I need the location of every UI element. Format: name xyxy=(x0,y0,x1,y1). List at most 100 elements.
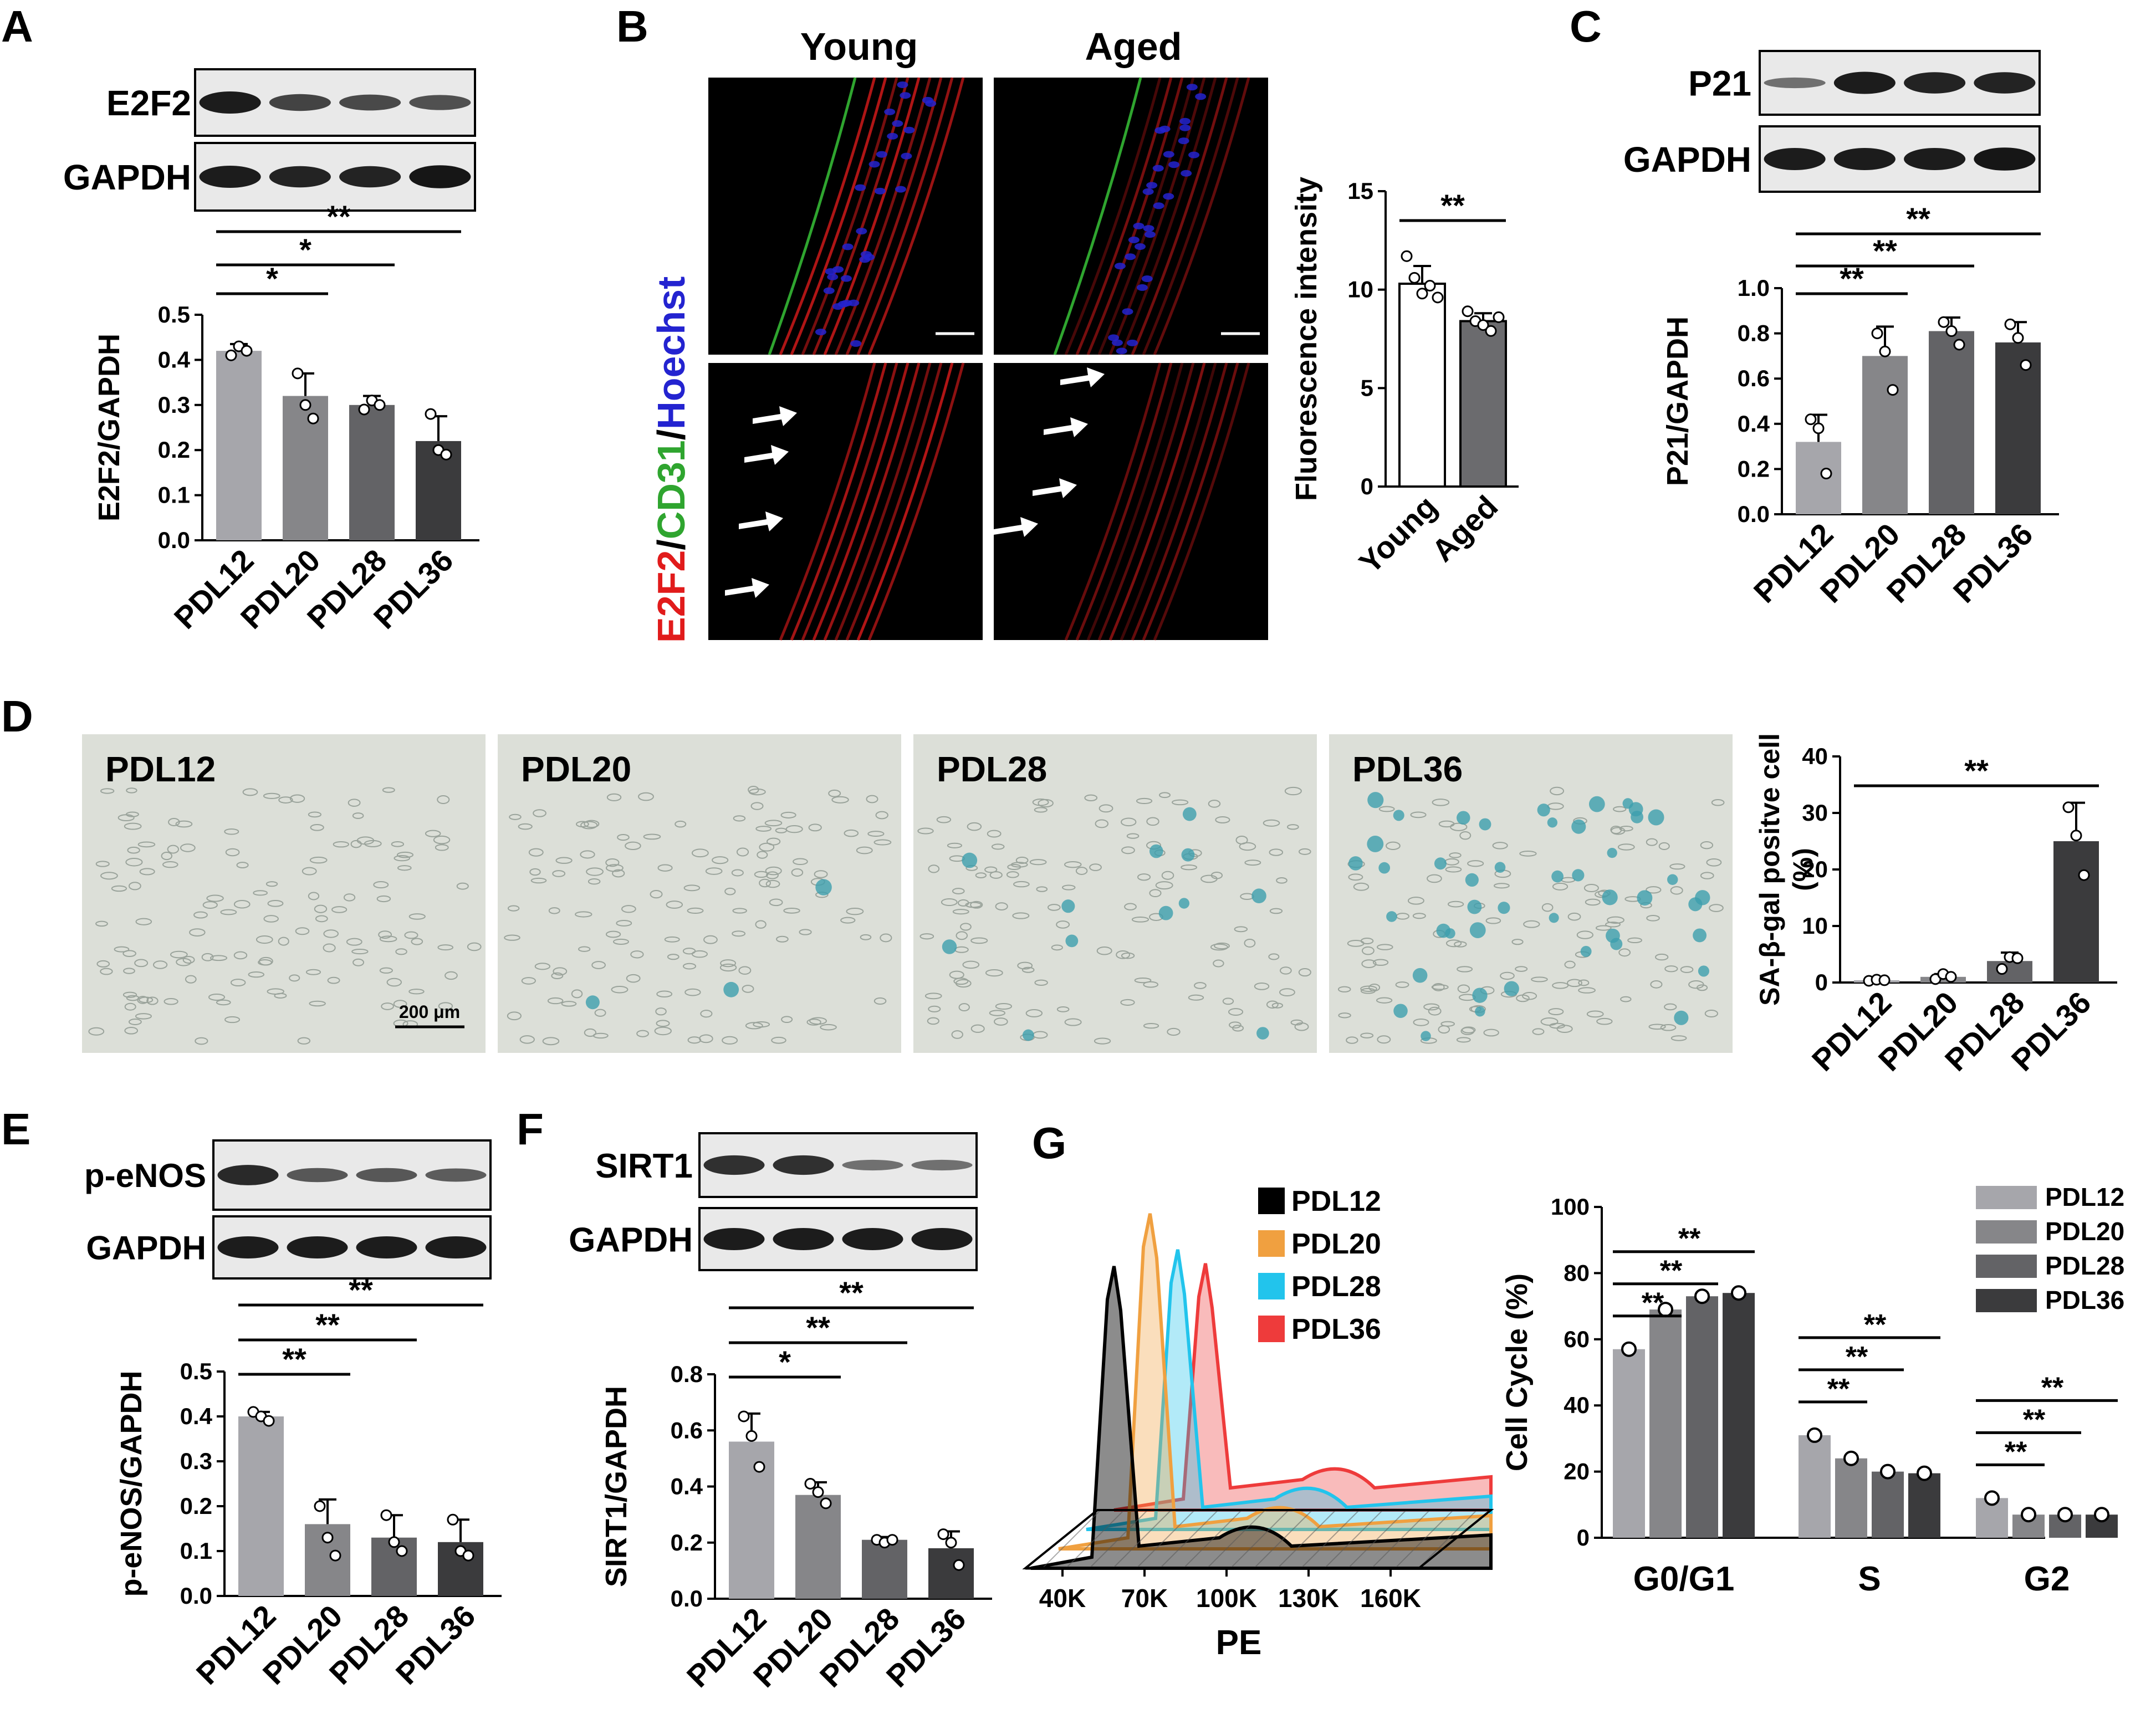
cell xyxy=(348,799,361,807)
cell xyxy=(989,871,1003,879)
cell xyxy=(1646,838,1658,846)
y-tick-label: 10 xyxy=(1347,277,1373,303)
if-nucleus xyxy=(1153,202,1164,209)
data-point xyxy=(2062,801,2075,813)
cell xyxy=(1146,817,1159,826)
cell xyxy=(1556,1025,1573,1033)
cell xyxy=(1583,884,1599,892)
cell xyxy=(684,988,701,996)
cell xyxy=(1121,846,1135,854)
data-point xyxy=(886,1534,898,1546)
cell xyxy=(393,1000,407,1008)
bar xyxy=(1796,442,1841,514)
cell xyxy=(1254,982,1270,990)
cell xyxy=(1519,851,1537,857)
cell xyxy=(382,787,395,793)
cell xyxy=(738,966,752,975)
legend-swatch xyxy=(1976,1186,2037,1209)
cell xyxy=(135,918,152,925)
data-point xyxy=(396,1545,408,1557)
bar xyxy=(1686,1296,1718,1538)
legend-swatch xyxy=(1258,1316,1285,1342)
cell xyxy=(1445,866,1462,873)
cell xyxy=(456,882,469,890)
cell xyxy=(170,950,188,959)
cell xyxy=(1457,984,1470,994)
cell xyxy=(1089,863,1102,871)
cell xyxy=(1670,886,1683,895)
cell xyxy=(396,851,414,858)
cell xyxy=(759,878,771,888)
if-fiber xyxy=(1153,362,1250,641)
cell xyxy=(1548,1008,1564,1016)
x-tick-label: 40K xyxy=(1039,1584,1086,1613)
data-point xyxy=(1731,1285,1746,1301)
cell xyxy=(732,908,747,914)
cell xyxy=(1704,1010,1718,1017)
cell xyxy=(1360,987,1376,994)
cell xyxy=(799,929,812,935)
cell xyxy=(666,900,683,909)
cell xyxy=(991,843,1005,850)
y-tick-label: 40 xyxy=(1802,743,1828,769)
cell xyxy=(1056,1006,1070,1012)
cell xyxy=(754,871,769,878)
cell xyxy=(551,972,564,979)
micrograph-label: PDL12 xyxy=(105,749,216,789)
significance-label: ** xyxy=(1873,233,1897,268)
significance-label: ** xyxy=(1678,1223,1701,1255)
significance-label: ** xyxy=(1906,201,1930,236)
data-point xyxy=(1477,319,1489,331)
cell xyxy=(548,907,560,914)
data-point xyxy=(738,1410,750,1423)
data-point xyxy=(745,1430,758,1442)
cell xyxy=(1061,884,1076,891)
cell xyxy=(1064,861,1082,868)
y-tick-label: 60 xyxy=(1564,1326,1590,1352)
cell xyxy=(1266,1000,1279,1009)
if-fiber xyxy=(856,77,954,355)
data-point xyxy=(1878,974,1891,986)
stain-hoechst: Hoechst xyxy=(650,277,693,429)
cell xyxy=(636,1030,649,1037)
western-blots: E2F2 GAPDH P21 GAPDH p-eNOS GAPDH SIRT1 GAPDH xyxy=(63,50,2041,1280)
cell xyxy=(1552,982,1569,989)
cell xyxy=(617,833,630,841)
cell xyxy=(258,959,272,966)
bar xyxy=(1995,342,2041,514)
bar xyxy=(238,1416,284,1596)
if-fiber xyxy=(1131,77,1228,355)
data-point xyxy=(1820,468,1832,480)
if-nucleus xyxy=(1163,193,1174,200)
y-tick-label: 0.2 xyxy=(671,1529,703,1556)
data-point xyxy=(1805,413,1817,426)
cell xyxy=(1015,856,1029,864)
data-point xyxy=(2057,1507,2073,1523)
x-tick-label: Aged xyxy=(1425,489,1505,569)
cell xyxy=(1210,871,1223,879)
y-tick-label: 0 xyxy=(1361,473,1373,499)
if-nucleus xyxy=(887,132,898,140)
cell xyxy=(791,868,804,877)
cell xyxy=(1346,1036,1358,1044)
data-point xyxy=(945,1537,957,1549)
cell xyxy=(936,816,952,823)
cell xyxy=(1361,959,1377,969)
sa-beta-gal-positive-cell xyxy=(1622,798,1633,809)
cell xyxy=(397,865,412,871)
blot-band xyxy=(1904,148,1966,170)
if-column-young: Young xyxy=(800,25,918,68)
y-tick-label: 0.2 xyxy=(158,437,190,463)
y-tick-label: 0.5 xyxy=(158,301,190,328)
cell xyxy=(1410,811,1427,818)
cell xyxy=(970,900,983,909)
significance-label: ** xyxy=(1642,1287,1664,1319)
sa-beta-gal-positive-cell xyxy=(1602,889,1618,905)
cell xyxy=(1034,807,1048,813)
if-nucleus xyxy=(850,340,862,347)
cell xyxy=(100,968,113,975)
if-endothelium xyxy=(1053,77,1142,355)
if-stain-label: E2F2/CD31/Hoechst xyxy=(650,277,693,643)
if-nucleus xyxy=(1142,188,1154,195)
